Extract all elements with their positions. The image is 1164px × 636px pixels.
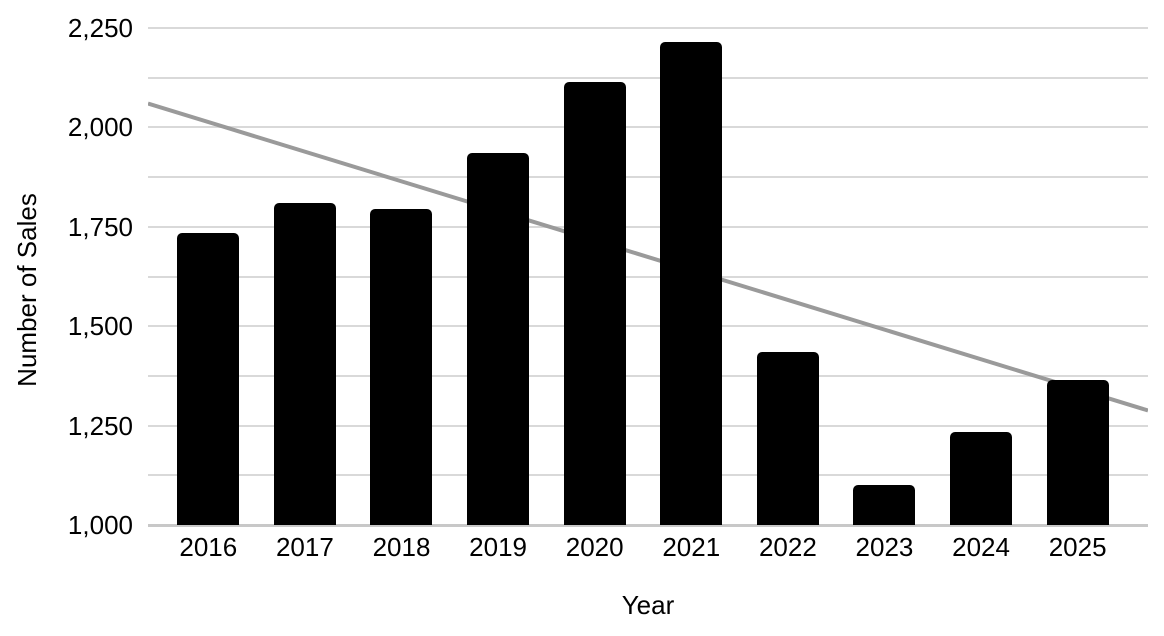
bar-2019[interactable] — [467, 153, 530, 525]
y-tick-label-1750: 1,750 — [67, 211, 133, 242]
gridline-2000 — [148, 126, 1148, 129]
gridline-2250 — [148, 27, 1148, 29]
bar-2016[interactable] — [177, 232, 240, 525]
x-tick-label-2016: 2016 — [179, 532, 238, 562]
y-tick-label-2250: 2,250 — [67, 13, 133, 43]
x-tick-label-2022: 2022 — [758, 532, 817, 562]
x-tick-label-2024: 2024 — [952, 532, 1010, 562]
x-tick-label-2025: 2025 — [1048, 532, 1107, 562]
gridline-1875 — [148, 176, 1148, 179]
y-tick-label-2000: 2,000 — [67, 112, 133, 143]
x-tick-label-2021: 2021 — [662, 532, 721, 562]
gridline-2125 — [148, 76, 1148, 79]
x-tick-label-2020: 2020 — [565, 532, 624, 562]
gridline-1375 — [148, 374, 1148, 377]
y-tick-label-1000: 1,000 — [67, 510, 133, 540]
bar-2022[interactable] — [756, 352, 819, 525]
x-axis-tick-labels: 2016 2017 2018 2019 2020 2021 2022 2023 2024 2025 — [160, 532, 1126, 562]
x-axis-title: Year — [621, 590, 675, 620]
y-tick-label-1500: 1,500 — [67, 311, 133, 342]
x-tick-label-2019: 2019 — [469, 532, 527, 562]
bar-2017[interactable] — [273, 202, 336, 525]
x-axis-baseline — [148, 524, 1148, 527]
y-axis-title: Number of Sales — [12, 193, 42, 387]
gridline-1125 — [148, 474, 1148, 477]
plot-area — [148, 27, 1148, 527]
x-tick-label-2023: 2023 — [855, 532, 914, 562]
bar-2023[interactable] — [853, 485, 916, 525]
bar-2018[interactable] — [370, 208, 433, 525]
bar-2024[interactable] — [950, 431, 1013, 525]
trendline — [148, 101, 1148, 413]
bar-2025[interactable] — [1046, 379, 1109, 525]
gridline-1250 — [148, 424, 1148, 427]
gridline-1750 — [148, 225, 1148, 228]
x-tick-label-2018: 2018 — [372, 532, 431, 562]
bar-2021[interactable] — [660, 41, 723, 525]
bar-2020[interactable] — [563, 81, 626, 525]
bar-series — [160, 28, 1126, 525]
gridline-1625 — [148, 275, 1148, 278]
x-tick-label-2017: 2017 — [275, 532, 334, 562]
gridline-1500 — [148, 325, 1148, 328]
y-tick-label-1250: 1,250 — [67, 410, 133, 441]
